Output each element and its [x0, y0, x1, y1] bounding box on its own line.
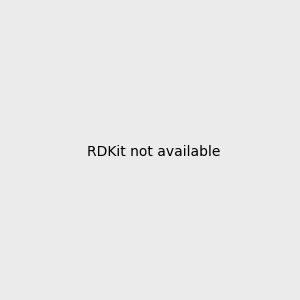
Text: RDKit not available: RDKit not available: [87, 145, 220, 158]
